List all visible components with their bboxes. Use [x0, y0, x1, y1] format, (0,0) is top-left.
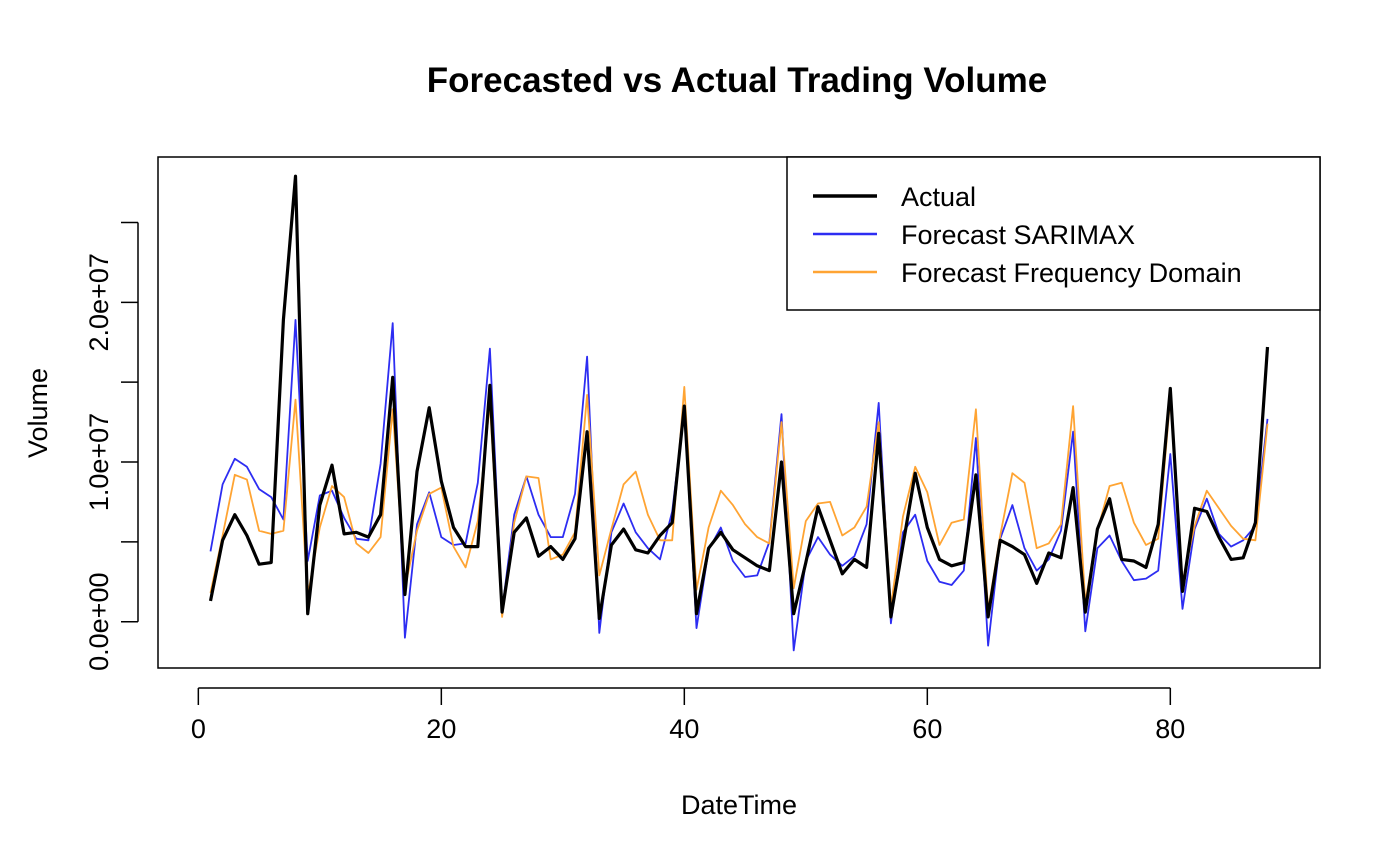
- x-tick-label: 60: [912, 714, 942, 744]
- series-layer: [208, 174, 1270, 652]
- legend-label: Forecast SARIMAX: [901, 220, 1135, 250]
- chart-title: Forecasted vs Actual Trading Volume: [427, 61, 1047, 100]
- y-tick-label: 1.0e+07: [84, 413, 114, 511]
- series-line-2: [209, 318, 1269, 652]
- x-axis: 0 20 40 60 80: [191, 687, 1185, 744]
- y-tick-label: 2.0e+07: [84, 253, 114, 351]
- y-tick-label: 0.0e+00: [84, 573, 114, 671]
- legend-label: Forecast Frequency Domain: [901, 258, 1242, 288]
- y-axis: 0.0e+00 1.0e+07 2.0e+07: [84, 221, 139, 671]
- legend: Actual Forecast SARIMAX Forecast Frequency…: [786, 156, 1321, 311]
- x-tick-label: 0: [191, 714, 206, 744]
- x-tick-label: 80: [1155, 714, 1185, 744]
- series-line-1: [208, 174, 1270, 621]
- y-axis-label: Volume: [23, 368, 53, 458]
- legend-label: Actual: [901, 182, 976, 212]
- x-tick-label: 20: [426, 714, 456, 744]
- plot-frame: [157, 156, 1321, 669]
- x-axis-label: DateTime: [681, 790, 797, 820]
- x-tick-label: 40: [669, 714, 699, 744]
